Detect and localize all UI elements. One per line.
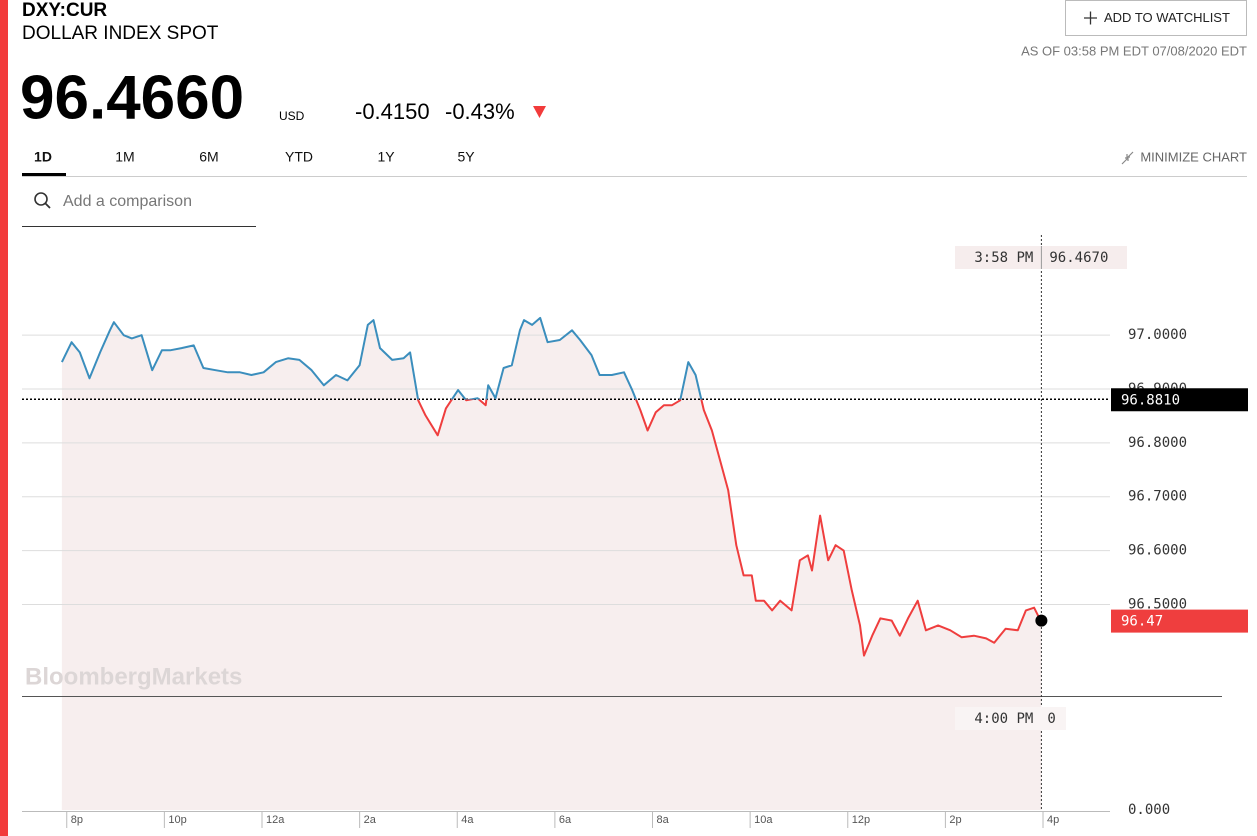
symbol: DXY:CUR: [22, 0, 107, 21]
search-icon-handle: [44, 202, 51, 209]
tab[interactable]: 6M: [199, 149, 218, 165]
x-tick-label: 10p: [168, 814, 186, 826]
price: 96.4660: [20, 63, 244, 132]
tab-underline: [22, 173, 66, 176]
minimize-button[interactable]: MINIMIZE CHART: [1121, 149, 1247, 165]
y-tick-label: 96.5000: [1128, 596, 1187, 612]
watchlist-button[interactable]: ADD TO WATCHLIST: [1065, 0, 1247, 36]
last-point: [1035, 614, 1048, 627]
crosshair-bottom-time: 4:00 PM: [974, 711, 1033, 727]
last-value-box: [1111, 609, 1248, 633]
area-fill: [61, 317, 1042, 810]
crosshair-value: 96.4670: [1049, 250, 1108, 266]
tab[interactable]: 1M: [115, 149, 134, 165]
crosshair-bottom-value: 0: [1047, 711, 1055, 727]
tabs: 1D 1M 6M YTD 1Y 5Y: [22, 149, 475, 176]
x-tick-label: 6a: [559, 814, 572, 826]
watermark: BloombergMarkets: [25, 663, 242, 690]
x-tick-label: 2a: [364, 814, 377, 826]
y-tick-label: 96.6000: [1128, 543, 1187, 559]
x-tick-label: 2p: [949, 814, 961, 826]
x-tick-label: 4a: [461, 814, 474, 826]
button-label[interactable]: ADD TO WATCHLIST: [1104, 10, 1230, 25]
tab[interactable]: YTD: [285, 149, 313, 165]
as-of: AS OF 03:58 PM EDT 07/08/2020 EDT: [1021, 43, 1247, 58]
down-arrow: [533, 106, 546, 118]
y-tick-label: 96.7000: [1128, 489, 1187, 505]
x-tick-label: 12p: [852, 814, 870, 826]
minimize-label[interactable]: MINIMIZE CHART: [1140, 149, 1247, 164]
minimize-icon: [1121, 151, 1134, 165]
y-tick-label: 96.8000: [1128, 435, 1187, 451]
crosshair-time: 3:58 PM: [974, 250, 1033, 266]
search-placeholder[interactable]: Add a comparison: [63, 193, 192, 210]
change: -0.4150: [355, 99, 430, 124]
tab[interactable]: 1D: [34, 149, 52, 165]
last-value-label: 96.47: [1121, 614, 1163, 630]
change-percent: -0.43%: [445, 99, 515, 124]
x-tick-label: 4p: [1047, 814, 1059, 826]
x-tick-label: 10a: [754, 814, 773, 826]
search-icon: [34, 192, 48, 206]
reference-label-box: [1111, 388, 1248, 412]
y-tick-label: 97.0000: [1128, 327, 1187, 343]
x-tick-label: 8p: [71, 814, 83, 826]
tab[interactable]: 5Y: [457, 149, 475, 165]
y2-tick-label: 0.000: [1128, 802, 1170, 818]
reference-label: 96.8810: [1121, 392, 1180, 408]
chart: 97.000096.900096.800096.700096.600096.50…: [22, 235, 1248, 828]
currency: USD: [279, 109, 305, 123]
instrument-name: DOLLAR INDEX SPOT: [22, 23, 219, 44]
price-line: [61, 316, 1043, 657]
x-tick-label: 8a: [657, 814, 670, 826]
crosshair-bottom-box: [955, 707, 1066, 730]
x-tick-label: 12a: [266, 814, 285, 826]
tab[interactable]: 1Y: [377, 149, 395, 165]
search[interactable]: Add a comparison: [22, 192, 256, 227]
plus-icon: [1084, 11, 1097, 25]
accent-bar: [0, 0, 8, 836]
